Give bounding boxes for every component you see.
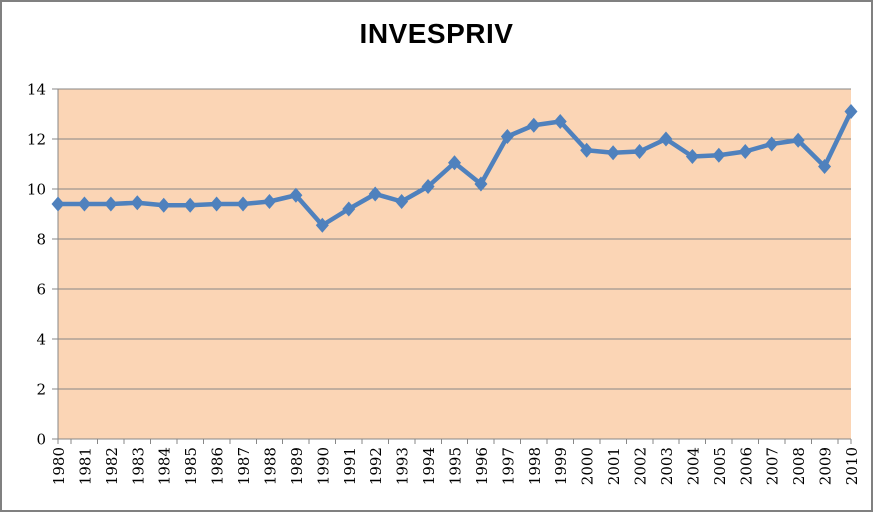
data-point-1985 (183, 197, 197, 213)
data-point-1996 (474, 176, 488, 192)
x-tick-label-1983: 1983 (129, 447, 147, 485)
data-point-1997 (500, 129, 514, 144)
x-tick-label-1999: 1999 (552, 447, 570, 485)
data-point-1991 (342, 201, 356, 217)
data-point-2000 (580, 142, 594, 158)
y-tick-label-2: 2 (36, 381, 46, 399)
y-tick-label-6: 6 (36, 281, 46, 299)
x-tick-label-2010: 2010 (843, 447, 861, 485)
x-tick-label-1991: 1991 (341, 447, 359, 485)
x-tick-label-1997: 1997 (499, 447, 517, 485)
x-tick-label-2005: 2005 (711, 447, 729, 485)
data-point-1981 (77, 196, 91, 212)
data-point-1994 (421, 179, 435, 194)
data-point-2005 (712, 147, 726, 163)
y-tick-label-10: 10 (27, 181, 46, 199)
x-tick-label-1995: 1995 (447, 447, 465, 485)
x-tick-label-1984: 1984 (156, 447, 174, 485)
x-tick-label-1996: 1996 (473, 447, 491, 485)
data-point-1987 (236, 196, 250, 212)
x-tick-label-1988: 1988 (261, 447, 279, 485)
x-tick-label-1992: 1992 (367, 447, 385, 485)
data-point-1990 (315, 217, 329, 233)
data-point-1992 (368, 186, 382, 202)
data-point-1998 (527, 117, 541, 133)
data-point-1993 (395, 194, 409, 209)
x-tick-label-1993: 1993 (394, 447, 412, 485)
data-point-2006 (738, 144, 752, 159)
data-point-1980 (51, 196, 65, 212)
x-tick-label-2009: 2009 (817, 447, 835, 485)
y-tick-label-4: 4 (36, 331, 46, 349)
x-tick-label-1998: 1998 (526, 447, 544, 485)
y-tick-label-0: 0 (36, 431, 46, 449)
x-tick-label-1986: 1986 (209, 447, 227, 485)
data-point-2007 (765, 136, 779, 152)
data-point-2002 (633, 144, 647, 159)
data-point-2008 (791, 132, 805, 148)
data-point-1989 (289, 187, 303, 203)
data-point-2004 (685, 149, 699, 164)
y-tick-label-12: 12 (27, 131, 46, 149)
x-tick-label-1980: 1980 (50, 447, 68, 485)
data-point-2001 (606, 145, 620, 161)
x-tick-label-2001: 2001 (605, 447, 623, 485)
data-point-1988 (262, 194, 276, 209)
x-tick-label-2008: 2008 (790, 447, 808, 485)
data-point-1984 (157, 197, 171, 213)
chart-title: INVESPRIV (359, 18, 514, 49)
x-tick-label-2007: 2007 (764, 447, 782, 485)
y-tick-label-14: 14 (27, 81, 46, 99)
x-tick-label-2006: 2006 (737, 447, 755, 485)
data-point-1999 (553, 114, 567, 129)
data-point-2009 (818, 159, 832, 174)
x-tick-label-2004: 2004 (684, 447, 702, 485)
data-point-2003 (659, 131, 673, 147)
data-point-1982 (104, 196, 118, 212)
plot-area (58, 89, 851, 439)
x-tick-label-1985: 1985 (182, 447, 200, 485)
data-point-1995 (448, 155, 461, 171)
x-tick-label-2000: 2000 (579, 447, 597, 485)
x-tick-label-1990: 1990 (314, 447, 332, 485)
data-point-1983 (130, 195, 144, 211)
x-tick-label-1989: 1989 (288, 447, 306, 485)
x-tick-label-2002: 2002 (632, 447, 650, 485)
x-tick-label-1987: 1987 (235, 447, 253, 485)
data-point-2010 (844, 104, 858, 119)
x-tick-label-1981: 1981 (76, 447, 94, 485)
data-point-1986 (210, 196, 224, 212)
x-tick-label-2003: 2003 (658, 447, 676, 485)
x-tick-label-1994: 1994 (420, 447, 438, 485)
x-tick-label-1982: 1982 (103, 447, 121, 485)
y-tick-label-8: 8 (36, 231, 46, 249)
